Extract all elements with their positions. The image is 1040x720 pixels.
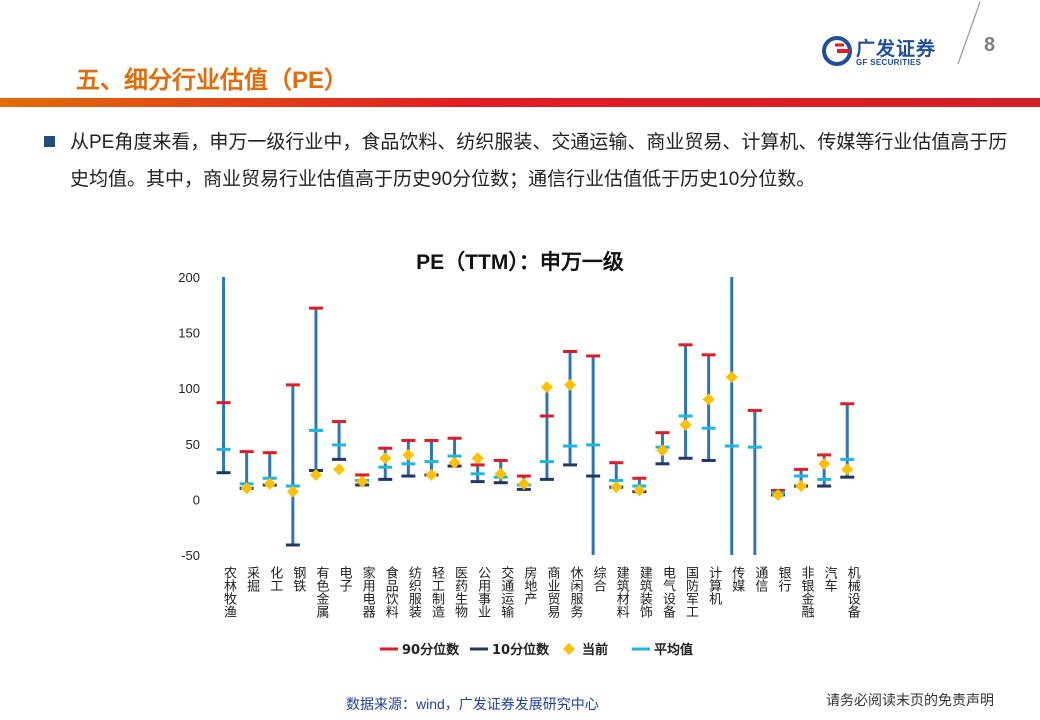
current-marker xyxy=(795,480,808,493)
data-source: 数据来源：wind，广发证券发展研究中心 xyxy=(346,696,599,712)
x-tick-label: 家用电器 xyxy=(360,565,376,619)
page-title: 五、细分行业估值（PE） xyxy=(76,67,349,94)
current-marker xyxy=(540,381,553,394)
x-tick-label: 国防军工 xyxy=(683,566,699,618)
y-tick-label: -50 xyxy=(181,548,200,563)
y-tick-label: 150 xyxy=(178,326,200,341)
current-marker xyxy=(356,475,369,488)
x-tick-label: 传媒 xyxy=(729,566,745,592)
current-marker xyxy=(656,444,669,457)
current-marker xyxy=(425,468,438,481)
current-marker xyxy=(240,482,253,495)
current-marker xyxy=(818,457,831,470)
x-tick-label: 医药生物 xyxy=(452,566,468,619)
current-marker xyxy=(564,378,577,391)
x-tick-label: 建筑装饰 xyxy=(637,566,653,618)
x-tick-label: 采掘 xyxy=(244,566,260,592)
x-tick-label: 食品饮料 xyxy=(383,565,399,618)
x-tick-label: 电子 xyxy=(337,566,353,592)
gf-logo-icon xyxy=(822,36,852,66)
current-marker xyxy=(725,371,738,384)
x-tick-label: 商业贸易 xyxy=(544,566,560,619)
x-tick-label: 化工 xyxy=(267,566,283,592)
current-marker xyxy=(263,477,276,490)
legend-marker xyxy=(563,643,575,655)
current-marker xyxy=(471,452,484,465)
y-tick-label: 0 xyxy=(193,492,200,507)
logo-text-en: GF SECURITIES xyxy=(856,58,922,67)
page-number: 8 xyxy=(984,34,996,56)
current-marker xyxy=(633,484,646,497)
bullet-square-icon xyxy=(44,136,55,147)
current-marker xyxy=(286,485,299,498)
body-paragraph: 从PE角度来看，申万一级行业中，食品饮料、纺织服装、交通运输、商业贸易、计算机、… xyxy=(70,132,1008,190)
current-marker xyxy=(771,488,784,501)
disclaimer-note: 请务必阅读末页的免责声明 xyxy=(826,692,994,708)
x-tick-label: 有色金属 xyxy=(313,566,329,619)
x-tick-label: 纺织服装 xyxy=(406,566,422,618)
header-banner xyxy=(0,98,1040,107)
current-marker xyxy=(333,463,346,476)
x-tick-label: 非银金融 xyxy=(799,566,815,618)
x-tick-label: 公用事业 xyxy=(475,566,491,618)
current-marker xyxy=(494,467,507,480)
current-marker xyxy=(379,452,392,465)
y-tick-label: 200 xyxy=(178,270,200,285)
brand-logo: 广发证券 GF SECURITIES xyxy=(822,34,942,70)
legend-label: 平均值 xyxy=(654,642,693,658)
x-tick-label: 建筑材料 xyxy=(614,566,630,618)
x-tick-label: 电气设备 xyxy=(660,566,676,619)
x-tick-label: 钢铁 xyxy=(290,566,306,592)
header-divider-slash xyxy=(957,1,981,65)
x-tick-label: 银行 xyxy=(775,566,791,593)
x-tick-label: 轻工制造 xyxy=(429,566,445,619)
current-marker xyxy=(309,468,322,481)
current-marker xyxy=(610,481,623,494)
current-marker xyxy=(448,456,461,469)
current-marker xyxy=(517,477,530,490)
legend-label: 90分位数 xyxy=(402,642,460,658)
current-marker xyxy=(402,448,415,461)
y-tick-label: 100 xyxy=(178,381,200,396)
y-tick-label: 50 xyxy=(186,437,200,452)
x-tick-label: 交通运输 xyxy=(498,565,514,618)
current-marker xyxy=(679,418,692,431)
legend-label: 10分位数 xyxy=(492,642,550,658)
x-tick-label: 通信 xyxy=(752,566,768,592)
current-marker xyxy=(841,463,854,476)
x-tick-label: 汽车 xyxy=(822,566,838,592)
x-tick-label: 农林牧渔 xyxy=(221,566,237,618)
legend-label: 当前 xyxy=(582,642,608,658)
x-tick-label: 机械设备 xyxy=(845,566,861,619)
x-tick-label: 综合 xyxy=(591,566,607,592)
current-marker xyxy=(702,393,715,406)
x-tick-label: 休闲服务 xyxy=(568,566,584,618)
chart-title: PE（TTM）：申万一级 xyxy=(416,251,624,274)
x-tick-label: 计算机 xyxy=(706,566,722,606)
logo-text-cn: 广发证券 xyxy=(856,39,937,60)
x-tick-label: 房地产 xyxy=(521,565,537,606)
